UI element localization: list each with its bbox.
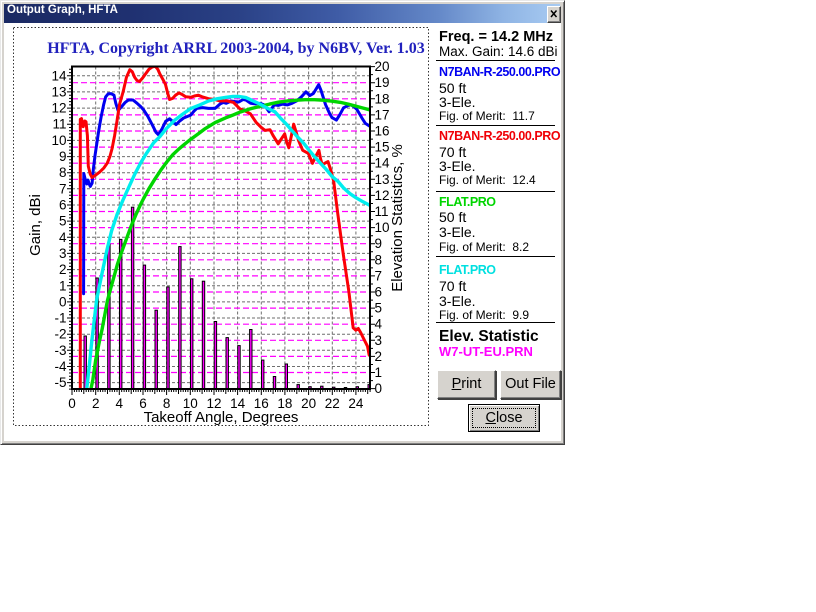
svg-text:12: 12 (51, 101, 66, 116)
svg-text:8: 8 (59, 165, 67, 180)
svg-text:-2: -2 (54, 327, 66, 342)
svg-text:12: 12 (375, 188, 390, 203)
svg-text:Takeoff Angle, Degrees: Takeoff Angle, Degrees (144, 409, 299, 426)
svg-text:12: 12 (206, 396, 221, 411)
svg-text:2: 2 (375, 349, 383, 364)
svg-text:13: 13 (51, 84, 66, 99)
svg-text:4: 4 (116, 396, 124, 411)
svg-text:10: 10 (183, 396, 198, 411)
svg-text:7: 7 (59, 181, 67, 196)
svg-text:11: 11 (375, 204, 389, 219)
svg-text:5: 5 (375, 301, 383, 316)
svg-text:14: 14 (230, 396, 246, 411)
svg-text:0: 0 (59, 294, 67, 309)
svg-text:9: 9 (375, 236, 383, 251)
svg-text:19: 19 (375, 75, 390, 90)
svg-text:14: 14 (375, 156, 391, 171)
svg-text:3: 3 (375, 333, 383, 348)
svg-text:18: 18 (277, 396, 292, 411)
svg-text:4: 4 (375, 317, 383, 332)
svg-text:0: 0 (68, 396, 76, 411)
svg-text:16: 16 (375, 124, 390, 139)
svg-text:6: 6 (139, 396, 147, 411)
svg-text:20: 20 (375, 59, 390, 74)
svg-text:2: 2 (59, 262, 67, 277)
svg-text:16: 16 (254, 396, 269, 411)
svg-text:1: 1 (59, 278, 67, 293)
svg-text:4: 4 (59, 230, 67, 245)
svg-text:11: 11 (52, 117, 66, 132)
svg-text:2: 2 (92, 396, 100, 411)
svg-text:9: 9 (59, 149, 67, 164)
svg-text:14: 14 (51, 68, 67, 83)
svg-text:1: 1 (375, 365, 383, 380)
svg-text:22: 22 (325, 396, 340, 411)
svg-text:17: 17 (375, 107, 390, 122)
svg-text:13: 13 (375, 172, 390, 187)
svg-text:18: 18 (375, 91, 390, 106)
svg-text:HFTA, Copyright ARRL 2003-2004: HFTA, Copyright ARRL 2003-2004, by N6BV,… (47, 40, 425, 57)
svg-text:Gain, dBi: Gain, dBi (27, 194, 44, 256)
svg-text:-3: -3 (54, 343, 66, 358)
svg-text:6: 6 (59, 198, 67, 213)
svg-text:6: 6 (375, 285, 383, 300)
svg-text:0: 0 (375, 381, 383, 396)
svg-text:-1: -1 (54, 311, 66, 326)
svg-text:7: 7 (375, 268, 383, 283)
svg-text:-5: -5 (54, 375, 66, 390)
svg-text:20: 20 (301, 396, 316, 411)
svg-text:10: 10 (375, 220, 390, 235)
svg-text:-4: -4 (54, 359, 66, 374)
svg-text:8: 8 (163, 396, 171, 411)
svg-text:24: 24 (348, 396, 364, 411)
svg-text:10: 10 (51, 133, 66, 148)
svg-text:3: 3 (59, 246, 67, 261)
svg-text:Elevation Statistics, %: Elevation Statistics, % (389, 144, 406, 292)
svg-text:15: 15 (375, 140, 390, 155)
svg-text:5: 5 (59, 214, 67, 229)
svg-text:8: 8 (375, 252, 383, 267)
